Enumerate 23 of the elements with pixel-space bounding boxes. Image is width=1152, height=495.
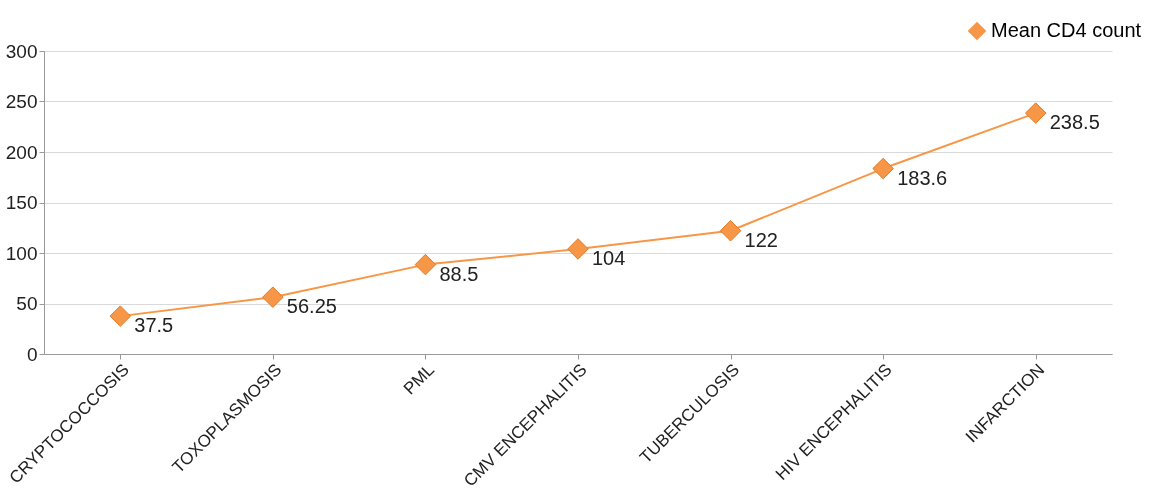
point bbox=[262, 286, 284, 308]
y-tick-label: 0 bbox=[26, 343, 38, 365]
y-tick-label: 300 bbox=[5, 40, 38, 62]
data-label: 104 bbox=[592, 246, 626, 269]
point bbox=[414, 253, 437, 276]
y-tick-label: 250 bbox=[5, 91, 38, 112]
y-tick-label: 50 bbox=[16, 293, 38, 314]
point bbox=[1024, 102, 1047, 124]
data-label: 37.5 bbox=[134, 314, 174, 337]
point bbox=[109, 305, 132, 327]
y-tick-label: 100 bbox=[5, 242, 38, 264]
point bbox=[872, 157, 894, 180]
data-label: 122 bbox=[744, 228, 778, 251]
data-label: 238.5 bbox=[1049, 111, 1100, 134]
data-label: 183.6 bbox=[897, 166, 948, 189]
x-tick-label: PML bbox=[399, 360, 438, 399]
y-tick-label: 150 bbox=[5, 192, 38, 213]
data-label: 56.25 bbox=[286, 295, 337, 318]
y-tick-label: 200 bbox=[5, 141, 38, 163]
point bbox=[719, 220, 742, 242]
point bbox=[567, 238, 589, 260]
data-label: 88.5 bbox=[439, 262, 479, 285]
legend-label: Mean CD4 count bbox=[991, 19, 1142, 41]
